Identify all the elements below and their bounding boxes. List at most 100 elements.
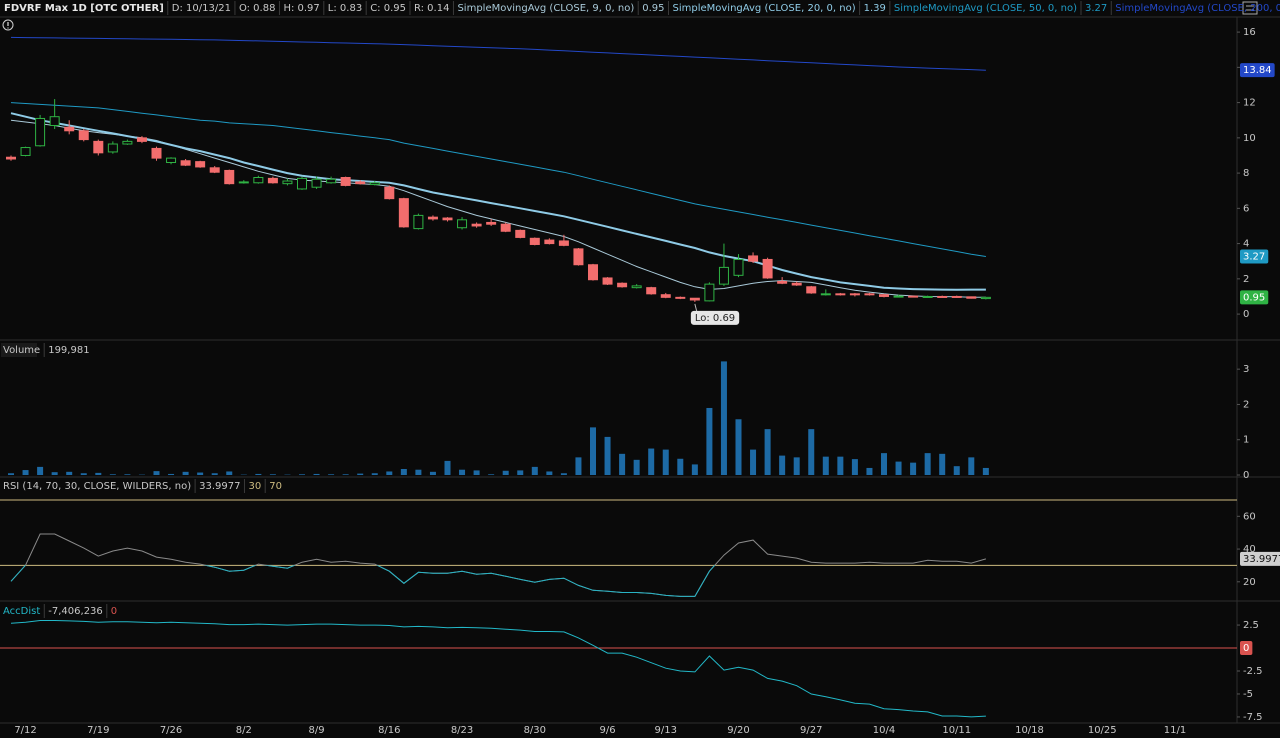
x-tick-label: 7/26 <box>160 725 182 736</box>
volume-bar <box>357 473 364 475</box>
value-badge: 33.9977 <box>1243 554 1280 565</box>
volume-bar <box>764 429 771 475</box>
volume-bar <box>211 473 218 475</box>
ohlc-field: C: 0.95 <box>370 3 406 14</box>
value-badge-box <box>1240 551 1280 566</box>
candle-body <box>588 264 598 281</box>
volume-bar <box>459 469 466 475</box>
y-tick-label: 1 <box>1243 435 1249 446</box>
x-tick-label: 8/23 <box>451 725 473 736</box>
volume-bar <box>735 419 742 475</box>
candle-body <box>122 140 133 145</box>
candle-body <box>64 126 75 132</box>
volume-bar <box>80 473 87 475</box>
candle-body <box>413 214 424 230</box>
volume-bar <box>488 474 495 475</box>
candle-body <box>733 258 744 276</box>
volume-bar <box>531 466 538 475</box>
volume-bar <box>822 456 829 475</box>
y-tick-label: 8 <box>1243 168 1249 179</box>
candle-body <box>35 117 46 147</box>
volume-bar <box>910 462 917 475</box>
panel-title-bg <box>0 479 1 493</box>
volume-bar <box>299 474 305 475</box>
y-tick-label: 16 <box>1243 27 1256 38</box>
candle-body <box>631 285 642 289</box>
x-tick-label: 9/20 <box>727 725 749 736</box>
candle-body <box>78 130 89 141</box>
candle-body <box>529 237 540 245</box>
volume-bar <box>429 471 436 475</box>
y-tick-label: -7.5 <box>1243 712 1263 723</box>
x-tick-label: 9/13 <box>655 725 677 736</box>
volume-bar <box>109 474 116 475</box>
x-tick-label: 10/11 <box>942 725 971 736</box>
volume-bar <box>837 456 844 475</box>
volume-bar <box>269 474 276 475</box>
volume-bar <box>444 460 451 475</box>
y-tick-label: 2 <box>1243 399 1249 410</box>
candle-body <box>471 223 482 227</box>
volume-bar <box>313 473 320 475</box>
volume-bar <box>168 473 175 475</box>
volume-bar <box>924 453 931 475</box>
alert-icon[interactable] <box>2 19 14 31</box>
candle-body <box>427 216 438 220</box>
volume-bar <box>648 448 655 475</box>
volume-bar <box>590 427 596 475</box>
legend-value: 3.27 <box>1085 3 1107 14</box>
volume-bar <box>866 467 873 475</box>
candle-body <box>384 186 395 200</box>
volume-bar <box>66 471 73 475</box>
settings-icon[interactable] <box>1242 1 1258 15</box>
x-tick-label: 10/18 <box>1015 725 1044 736</box>
volume-bar <box>633 459 640 475</box>
x-tick-label: 7/12 <box>14 725 36 736</box>
candle-body <box>311 178 322 188</box>
candle-body <box>762 258 773 279</box>
series-badge-box <box>1240 249 1269 264</box>
y-tick-label: 0 <box>1243 470 1249 481</box>
x-tick-label: 8/9 <box>309 725 325 736</box>
y-tick-label: 2 <box>1243 274 1249 285</box>
x-tick-label: 8/2 <box>236 725 252 736</box>
candle-body <box>777 280 788 284</box>
candle-body <box>238 181 249 184</box>
candle-body <box>515 229 526 238</box>
candle-body <box>558 240 569 246</box>
low-label: Lo: 0.69 <box>695 313 735 324</box>
legend-name: SimpleMovingAvg (CLOSE, 9, 0, no) <box>457 3 634 14</box>
candle-body <box>166 157 177 164</box>
candle-body <box>966 296 977 299</box>
volume-bar <box>808 429 815 475</box>
y-tick-label: 20 <box>1243 577 1256 588</box>
indicator-line-oversold <box>10 565 716 597</box>
series-badge: 3.27 <box>1243 251 1265 262</box>
volume-bar <box>546 471 553 475</box>
panel-value: 33.9977 <box>199 481 240 492</box>
candle-body <box>660 294 671 298</box>
panel-title: Volume <box>3 345 40 356</box>
low-label-box <box>690 310 740 325</box>
volume-bar <box>677 458 684 475</box>
panel-value: -7,406,236 <box>48 606 103 617</box>
y-tick-label: 3 <box>1243 364 1249 375</box>
zero-label: 0 <box>111 606 117 617</box>
candle-body <box>704 283 715 302</box>
moving-average-line <box>10 36 986 71</box>
candle-body <box>151 147 162 159</box>
candle-body <box>340 177 351 186</box>
y-tick-label: 40 <box>1243 544 1256 555</box>
candle-body <box>267 177 278 184</box>
x-tick-label: 9/6 <box>600 725 616 736</box>
volume-bar <box>153 471 160 475</box>
candle-body <box>180 160 191 166</box>
candle-body <box>6 156 16 160</box>
volume-bar <box>691 464 698 475</box>
x-tick-label: 11/1 <box>1164 725 1186 736</box>
panel-title-bg <box>0 604 1 618</box>
volume-bar <box>400 469 407 475</box>
volume-bar <box>982 467 989 475</box>
